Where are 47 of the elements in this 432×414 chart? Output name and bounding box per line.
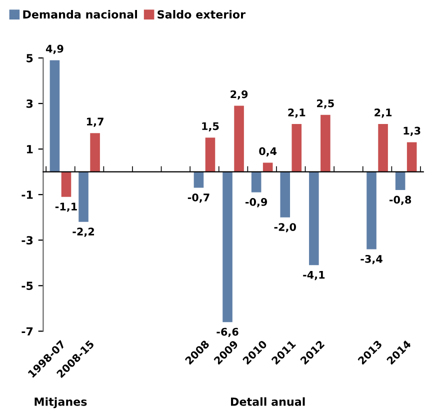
y-tick-label: -3 xyxy=(22,236,33,244)
data-label: 1,3 xyxy=(404,126,420,136)
data-label: -1,1 xyxy=(55,202,77,212)
y-tick-label: 3 xyxy=(26,99,33,108)
data-label: -3,4 xyxy=(360,254,382,264)
data-label: -0,7 xyxy=(188,193,210,203)
data-label: -2,0 xyxy=(274,223,296,232)
bar xyxy=(320,114,330,172)
bar xyxy=(78,172,88,222)
data-label: 4,9 xyxy=(46,44,64,54)
text: Detall anual xyxy=(231,397,305,406)
bar xyxy=(406,142,417,172)
data-label: 2,1 xyxy=(288,108,306,118)
bar xyxy=(90,133,100,172)
bar xyxy=(292,124,302,172)
y-tick-label: 1 xyxy=(27,145,33,154)
bar xyxy=(280,172,290,218)
y-tick-label: -1 xyxy=(22,190,33,199)
data-label: -0,9 xyxy=(245,198,268,208)
data-label: 2,9 xyxy=(230,90,248,100)
legend-label: Saldo exterior xyxy=(158,10,246,19)
y-tick-label: 5 xyxy=(26,54,33,62)
bar xyxy=(222,172,232,322)
bar xyxy=(194,172,204,188)
data-label: -4,1 xyxy=(303,271,325,280)
data-label: -0,8 xyxy=(389,196,412,205)
data-label: 2,1 xyxy=(374,108,392,118)
legend-label: Demanda nacional xyxy=(23,10,138,19)
data-label: 1,7 xyxy=(86,118,104,127)
y-tick-label: -5 xyxy=(22,282,33,290)
bar xyxy=(251,172,262,192)
y-tick-label: -7 xyxy=(22,327,33,336)
data-label: 2,5 xyxy=(317,99,334,109)
bar xyxy=(234,106,244,172)
text: Mitjanes xyxy=(34,397,87,408)
data-label: 0,4 xyxy=(259,147,277,156)
data-label: 1,5 xyxy=(202,122,219,132)
bar xyxy=(50,60,60,172)
bar xyxy=(61,172,72,197)
data-label: -6,6 xyxy=(216,328,238,338)
bar xyxy=(395,172,406,190)
bar xyxy=(378,124,388,172)
bar xyxy=(262,162,273,172)
bar xyxy=(205,138,216,172)
bar xyxy=(366,172,376,250)
bar xyxy=(309,172,319,266)
data-label: -2,2 xyxy=(72,228,94,237)
